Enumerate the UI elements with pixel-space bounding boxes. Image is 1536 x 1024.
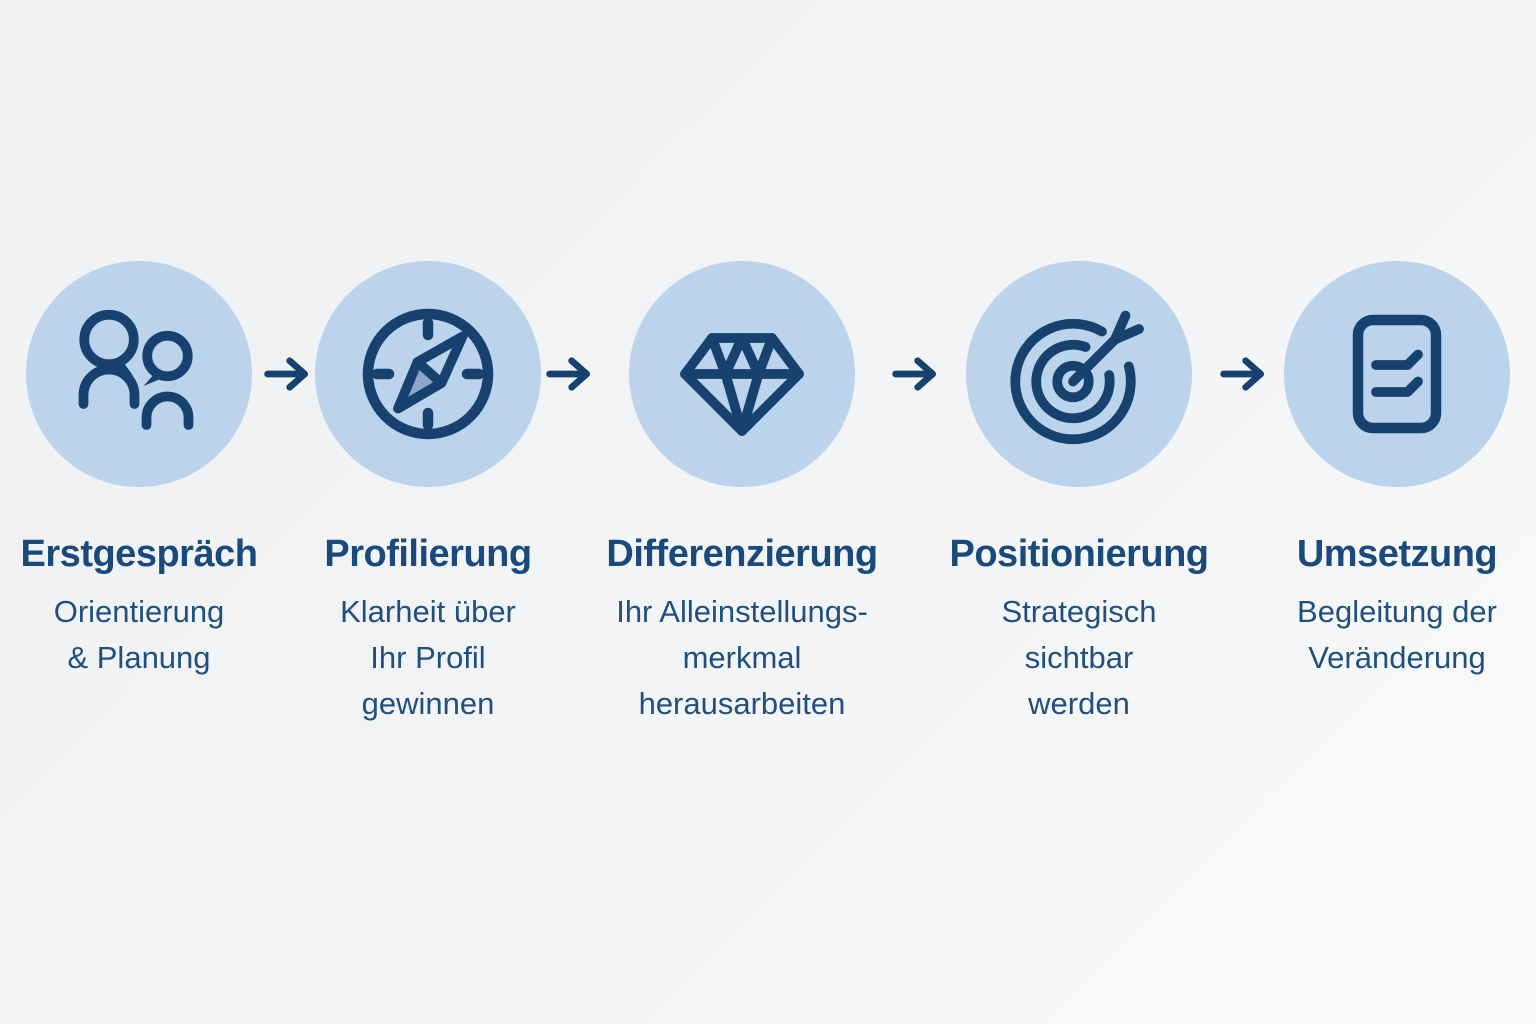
- diamond-icon: [680, 333, 804, 436]
- step-subtitle: Strategisch sichtbar werden: [1001, 594, 1157, 721]
- step-circle: [629, 261, 855, 487]
- step-title: Differenzierung: [606, 533, 878, 575]
- step-umsetzung: Umsetzung Begleitung der Veränderung: [1266, 261, 1528, 681]
- step-title: Erstgespräch: [20, 533, 258, 575]
- step-positionierung: Positionierung Strategisch sichtbar werd…: [938, 261, 1220, 727]
- compass-icon: [362, 308, 494, 440]
- step-subtitle: Begleitung der Veränderung: [1297, 594, 1497, 675]
- step-circle: [315, 261, 541, 487]
- step-differenzierung: Differenzierung Ihr Alleinstellungs- mer…: [592, 261, 892, 727]
- step-subtitle: Orientierung & Planung: [53, 594, 225, 675]
- step-subtitle: Klarheit über Ihr Profil gewinnen: [340, 594, 516, 721]
- target-icon: [1010, 310, 1144, 445]
- step-circle: [26, 261, 252, 487]
- step-erstgespraech: Erstgespräch Orientierung & Planung: [14, 261, 264, 681]
- step-circle: [1284, 261, 1510, 487]
- step-title: Umsetzung: [1296, 533, 1498, 575]
- arrow-right-icon: [892, 357, 937, 391]
- process-diagram: Erstgespräch Orientierung & Planung Prof…: [14, 261, 1528, 727]
- document-icon: [1352, 314, 1442, 434]
- step-title: Positionierung: [949, 533, 1210, 575]
- arrow-right-icon: [1220, 357, 1265, 391]
- conversation-icon: [78, 309, 194, 430]
- step-title: Profilierung: [324, 533, 532, 575]
- step-circle: [966, 261, 1192, 487]
- arrow-right-icon: [546, 357, 591, 391]
- step-subtitle: Ihr Alleinstellungs- merkmal herausarbei…: [616, 594, 868, 721]
- arrow-right-icon: [264, 357, 309, 391]
- step-profilierung: Profilierung Klarheit über Ihr Profil ge…: [310, 261, 546, 727]
